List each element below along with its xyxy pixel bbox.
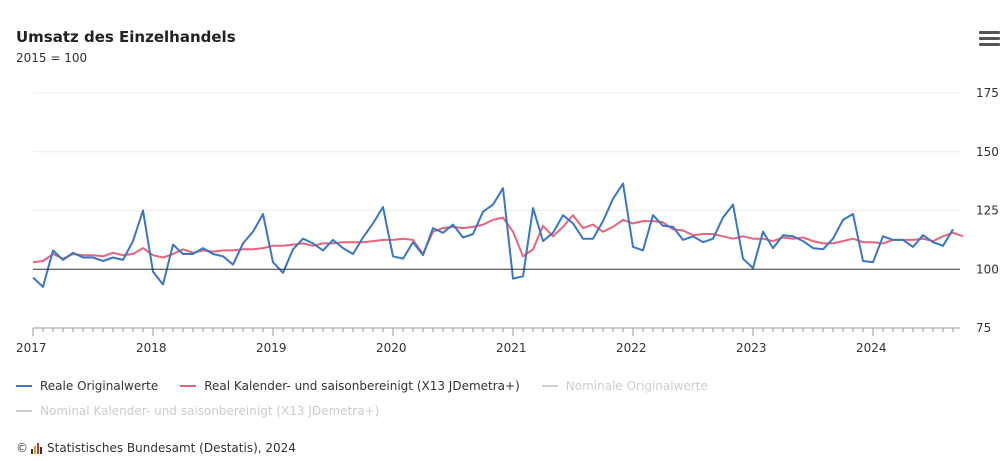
series-line-real-saisonbereinigt xyxy=(32,214,964,264)
chart-legend: Reale Originalwerte Real Kalender- und sa… xyxy=(16,372,986,422)
legend-item-2[interactable]: Real Kalender- und saisonbereinigt (X13 … xyxy=(180,375,520,397)
x-tick-label-2021: 2021 xyxy=(496,341,527,355)
hamburger-menu-icon[interactable] xyxy=(979,31,1000,47)
y-tick-label-125: 125 xyxy=(976,204,999,218)
x-tick-label-2023: 2023 xyxy=(736,341,767,355)
footer: © Statistisches Bundesamt (Destatis), 20… xyxy=(16,441,296,455)
legend-item-1[interactable]: Reale Originalwerte xyxy=(16,375,158,397)
x-tick-label-2017: 2017 xyxy=(16,341,47,355)
legend-swatch xyxy=(541,385,558,387)
legend-label: Reale Originalwerte xyxy=(40,379,159,393)
legend-swatch xyxy=(180,385,197,387)
x-tick-label-2018: 2018 xyxy=(136,341,167,355)
y-tick-label-100: 100 xyxy=(976,262,999,276)
destatis-logo-icon xyxy=(31,442,43,454)
legend-swatch xyxy=(16,385,32,387)
chart-subtitle: 2015 = 100 xyxy=(16,51,88,65)
copyright-text: Statistisches Bundesamt (Destatis), 2024 xyxy=(47,441,296,455)
x-tick-label-2022: 2022 xyxy=(616,341,647,355)
series-line-reale-originalwerte xyxy=(32,182,954,288)
legend-item-3[interactable]: Nominale Originalwerte xyxy=(541,375,708,397)
legend-label: Nominale Originalwerte xyxy=(565,379,708,393)
legend-swatch xyxy=(16,410,32,412)
y-tick-label-150: 150 xyxy=(976,145,999,159)
chart-title: Umsatz des Einzelhandels xyxy=(16,28,236,46)
x-tick-label-2019: 2019 xyxy=(256,341,287,355)
legend-label: Real Kalender- und saisonbereinigt (X13 … xyxy=(204,379,520,393)
y-tick-label-75: 75 xyxy=(976,321,991,335)
legend-item-4[interactable]: Nominal Kalender- und saisonbereinigt (X… xyxy=(16,400,379,422)
copyright-symbol: © xyxy=(16,441,28,455)
y-tick-label-175: 175 xyxy=(976,86,999,100)
x-tick-label-2024: 2024 xyxy=(856,341,887,355)
line-chart: 75 100 125 150 175 2017 2018 2019 2020 2021 2022 20… xyxy=(16,86,999,355)
legend-label: Nominal Kalender- und saisonbereinigt (X… xyxy=(40,404,380,418)
x-tick-label-2020: 2020 xyxy=(376,341,407,355)
